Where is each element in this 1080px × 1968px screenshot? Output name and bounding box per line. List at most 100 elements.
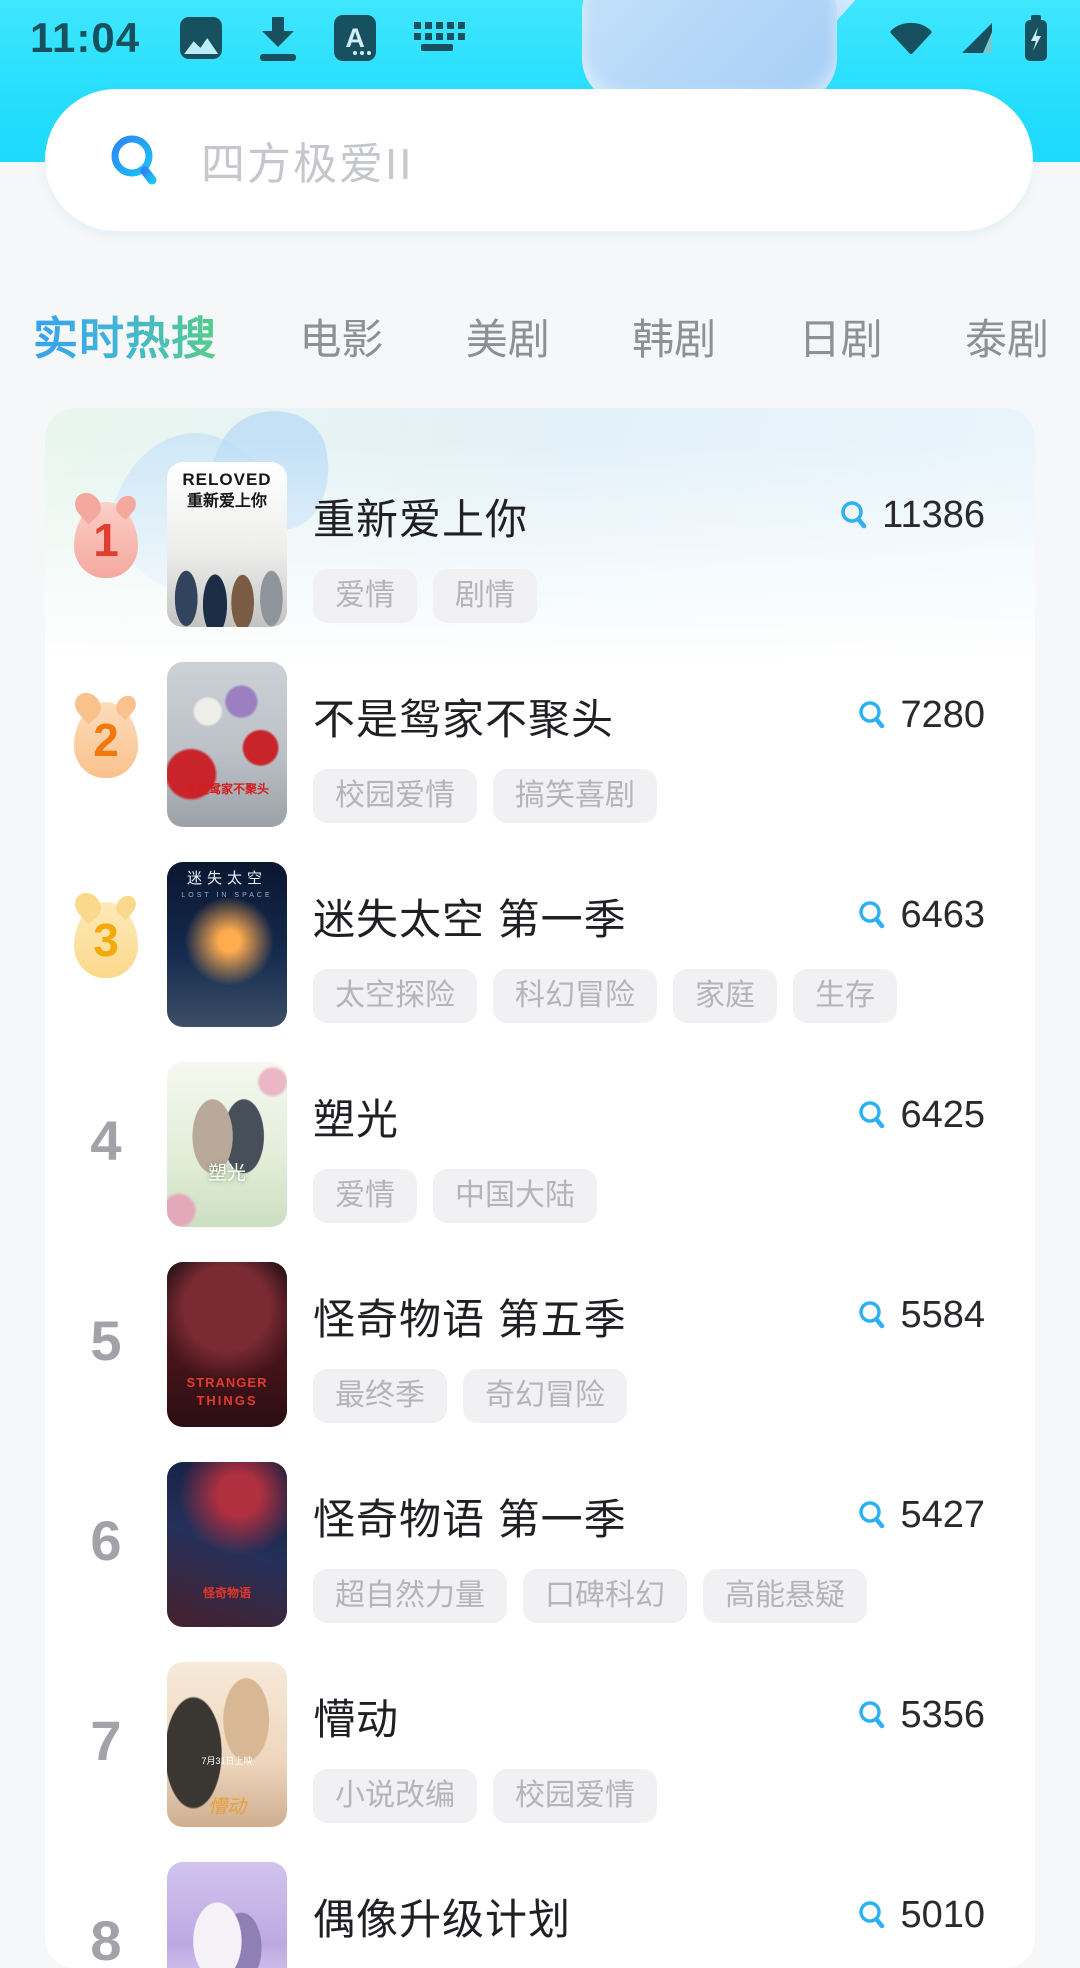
search-count: 5427 [856,1494,985,1537]
gallery-icon [180,17,223,59]
notification-icons: A [180,15,468,61]
poster-thumbnail [167,1862,287,1968]
search-placeholder: 四方极爱II [201,140,414,189]
list-item[interactable]: 4 塑光 塑光 爱情 中国大陆 6425 [45,1062,1035,1262]
search-count-icon [841,500,867,528]
search-count-icon [859,1100,885,1128]
wifi-icon [890,22,932,54]
poster-text: 不是鸳家不聚头 [184,782,269,797]
tab-jp-drama[interactable]: 日剧 [798,316,883,363]
list-item[interactable]: 1 RELOVED 重新爱上你 重新爱上你 爱情 剧情 11386 [45,462,1035,662]
search-icon [111,135,157,185]
tag-chip: 科幻冒险 [493,969,657,1023]
tag-chip: 高能悬疑 [703,1569,867,1623]
list-item[interactable]: 6 怪奇物语 怪奇物语 第一季 超自然力量 口碑科幻 高能悬疑 5427 [45,1462,1035,1662]
search-count: 6425 [856,1094,985,1137]
search-count: 7280 [856,694,985,737]
search-count-icon [859,1300,885,1328]
list-item[interactable]: 5 STRANGER THINGS 怪奇物语 第五季 最终季 奇幻冒险 5584 [45,1262,1035,1462]
tab-th-drama[interactable]: 泰剧 [964,316,1049,363]
tag-chip: 搞笑喜剧 [493,769,657,823]
item-title: 不是鸳家不聚头 [313,696,615,743]
list-item[interactable]: 8 偶像升级计划 5010 [45,1862,1035,1968]
poster-text: 懵动 [207,1797,246,1819]
poster-thumbnail: STRANGER THINGS [167,1262,287,1427]
rank-badge: 3 [74,902,138,978]
item-title: 重新爱上你 [313,496,529,543]
tab-movies[interactable]: 电影 [299,316,384,363]
cellular-signal-icon [962,23,992,53]
hot-search-list: 1 RELOVED 重新爱上你 重新爱上你 爱情 剧情 11386 [45,462,1035,1968]
poster-text: 塑光 [207,1163,246,1185]
list-item[interactable]: 2 不是鸳家不聚头 不是鸳家不聚头 校园爱情 搞笑喜剧 7280 [45,662,1035,862]
clock: 11:04 [30,14,141,61]
search-count: 5010 [856,1894,985,1937]
poster-text: 重新爱上你 [186,493,267,510]
item-title: 怪奇物语 第一季 [313,1496,627,1543]
tag-chip: 爱情 [313,1169,417,1223]
search-count-icon [859,900,885,928]
category-tabs: 实时热搜 电影 美剧 韩剧 日剧 泰剧 [33,302,1049,367]
poster-text: RELOVED [182,470,272,489]
poster-text: 怪奇物语 [202,1586,251,1601]
search-count-icon [859,1700,885,1728]
tag-chip: 剧情 [433,569,537,623]
tag-chip: 生存 [793,969,897,1023]
tag-chip: 小说改编 [313,1769,477,1823]
rank-badge: 6 [90,1509,122,1572]
list-item[interactable]: 3 迷失太空 LOST IN SPACE 迷失太空 第一季 太空探险 科幻冒险 … [45,862,1035,1062]
item-title: 塑光 [313,1096,400,1143]
download-icon [258,15,298,61]
decoration-search-illustration [582,0,837,104]
poster-thumbnail: 不是鸳家不聚头 [167,662,287,827]
poster-thumbnail: RELOVED 重新爱上你 [167,462,287,627]
poster-thumbnail: 迷失太空 LOST IN SPACE [167,862,287,1027]
rank-badge: 1 [74,502,138,578]
poster-text: STRANGER [186,1375,268,1391]
tag-chip: 超自然力量 [313,1569,507,1623]
item-title: 怪奇物语 第五季 [313,1296,627,1343]
poster-thumbnail: 塑光 [167,1062,287,1227]
tag-chip: 家庭 [673,969,777,1023]
battery-charging-icon [1025,15,1047,61]
rank-badge: 7 [90,1709,122,1772]
tag-chip: 奇幻冒险 [463,1369,627,1423]
poster-thumbnail: 怪奇物语 [167,1462,287,1627]
rank-badge: 2 [74,702,138,778]
tag-chip: 爱情 [313,569,417,623]
tag-chip: 太空探险 [313,969,477,1023]
item-title: 懵动 [313,1696,400,1743]
tag-chip: 校园爱情 [313,769,477,823]
poster-text: 迷失太空 [186,870,267,887]
search-count: 5584 [856,1294,985,1337]
system-status-icons [888,13,1050,63]
tag-chip: 口碑科幻 [523,1569,687,1623]
rank-badge: 4 [90,1109,122,1172]
tag-chip: 最终季 [313,1369,447,1423]
status-bar: 11:04 A [0,0,1080,70]
search-count: 5356 [856,1694,985,1737]
card-header-decoration [45,408,1035,688]
search-count-icon [859,1900,885,1928]
search-count: 11386 [838,494,985,537]
search-input[interactable]: 四方极爱II [45,89,1033,231]
tag-chip: 中国大陆 [433,1169,597,1223]
poster-text: THINGS [196,1393,258,1409]
search-count-icon [859,1500,885,1528]
tab-kr-drama[interactable]: 韩剧 [632,316,717,363]
poster-text: 7月31日上映 [201,1756,253,1766]
rank-badge: 5 [90,1309,122,1372]
hot-search-card: 1 RELOVED 重新爱上你 重新爱上你 爱情 剧情 11386 [45,408,1035,1968]
list-item[interactable]: 7 7月31日上映 懵动 懵动 小说改编 校园爱情 5356 [45,1662,1035,1862]
tab-us-drama[interactable]: 美剧 [465,316,550,363]
tab-realtime-hot[interactable]: 实时热搜 [33,302,217,367]
search-count-icon [859,700,885,728]
poster-text: LOST IN SPACE [181,892,273,899]
search-count: 6463 [856,894,985,937]
input-a-icon: A [334,15,377,61]
tag-chip: 校园爱情 [493,1769,657,1823]
rank-badge: 8 [90,1909,122,1968]
keyboard-icon [412,18,468,58]
item-title: 迷失太空 第一季 [313,896,627,943]
poster-thumbnail: 7月31日上映 懵动 [167,1662,287,1827]
